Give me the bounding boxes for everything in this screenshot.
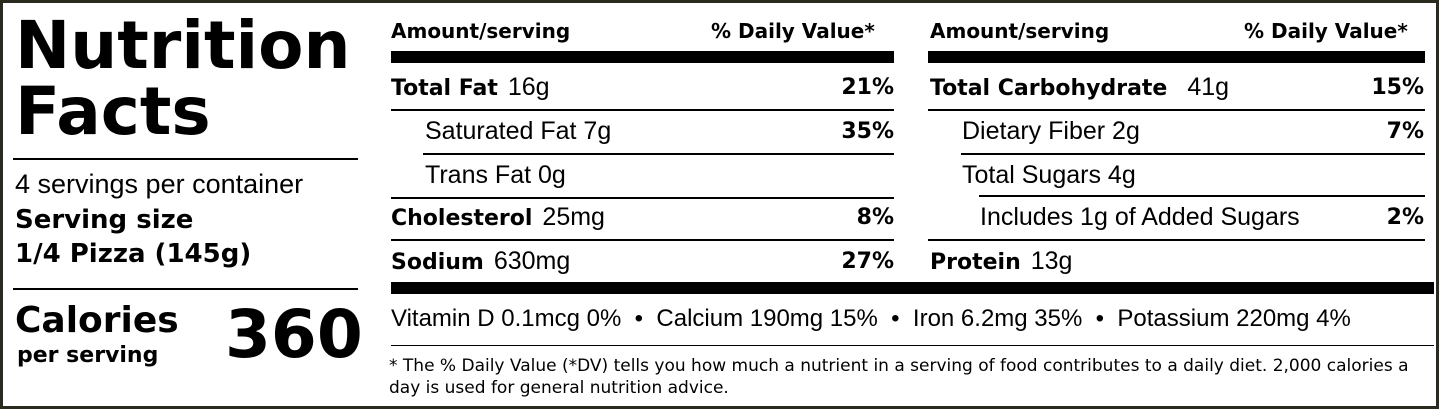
row-divider (961, 153, 1425, 155)
serving-size-label: Serving size (15, 205, 194, 235)
row-sodium: Sodium 630mg 27% (391, 247, 894, 275)
servings-per-container: 4 servings per container (15, 169, 304, 199)
calories-label: Calories (15, 300, 179, 341)
title-line-1: Nutrition (15, 7, 351, 84)
bottom-thick-rule (391, 282, 1434, 294)
row-divider (391, 109, 894, 111)
serving-rule (13, 288, 358, 290)
row-saturated-fat: Saturated Fat 7g 35% (425, 117, 894, 145)
right-amount-header: Amount/serving (930, 19, 1110, 43)
row-divider (928, 239, 1425, 241)
calories-value: 360 (225, 296, 363, 373)
left-amount-header: Amount/serving (391, 19, 571, 43)
row-divider (423, 153, 894, 155)
row-total-sugars: Total Sugars 4g (962, 161, 1136, 189)
footnote: * The % Daily Value (*DV) tells you how … (389, 356, 1409, 398)
right-dv-header: % Daily Value* (1244, 19, 1408, 43)
row-total-carbohydrate: Total Carbohydrate 41g 15% (930, 73, 1424, 101)
row-divider (979, 195, 1425, 197)
row-divider (391, 197, 894, 199)
label-title: Nutrition Facts (15, 13, 350, 145)
left-dv-header: % Daily Value* (711, 19, 875, 43)
calories-sub-label: per serving (17, 343, 159, 368)
row-divider (928, 109, 1425, 111)
right-thick-rule (928, 51, 1425, 63)
row-added-sugars: Includes 1g of Added Sugars 2% (980, 203, 1424, 231)
row-total-fat: Total Fat 16g 21% (391, 73, 894, 101)
row-dietary-fiber: Dietary Fiber 2g 7% (962, 117, 1424, 145)
title-rule (13, 158, 358, 160)
row-protein: Protein 13g (930, 247, 1073, 275)
left-thick-rule (391, 51, 894, 63)
footnote-rule (391, 345, 1434, 346)
row-trans-fat: Trans Fat 0g (425, 161, 566, 189)
row-divider (391, 239, 894, 241)
vitamins-minerals: Vitamin D 0.1mcg 0% • Calcium 190mg 15% … (391, 305, 1351, 332)
serving-size-value: 1/4 Pizza (145g) (15, 239, 252, 269)
row-cholesterol: Cholesterol 25mg 8% (391, 203, 894, 231)
title-line-2: Facts (15, 73, 211, 150)
